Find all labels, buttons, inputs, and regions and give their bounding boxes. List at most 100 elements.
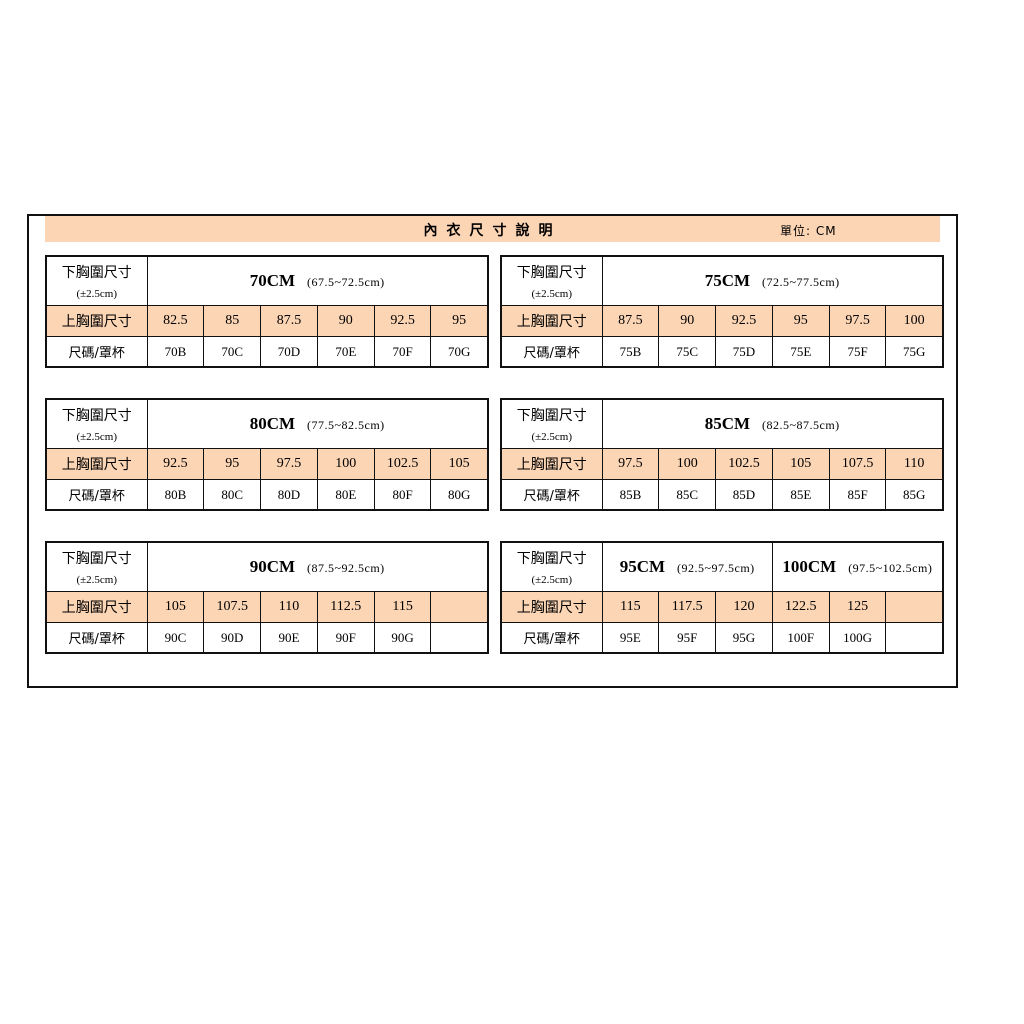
size-cup-cell: 80G	[430, 479, 489, 511]
header-band: 內衣尺寸說明 單位: CM	[45, 216, 940, 242]
size-cup-cell: 95F	[658, 622, 717, 654]
size-table: 下胸圍尺寸 (±2.5cm) 95CM (92.5~97.5cm) 100CM (97.5…	[500, 541, 944, 654]
underbust-label: 下胸圍尺寸 (±2.5cm)	[45, 398, 148, 449]
overbust-label: 上胸圍尺寸	[45, 591, 148, 623]
overbust-cell: 122.5	[771, 591, 830, 623]
overbust-cell: 102.5	[715, 448, 773, 480]
band-size-cell: 70CM (67.5~72.5cm)	[146, 255, 489, 306]
overbust-cell: 85	[203, 305, 262, 337]
overbust-cell: 120	[715, 591, 773, 623]
overbust-cell: 92.5	[146, 448, 205, 480]
overbust-cell: 82.5	[146, 305, 205, 337]
overbust-cell: 92.5	[373, 305, 432, 337]
band-size-cell: 85CM (82.5~87.5cm)	[601, 398, 944, 449]
overbust-cell: 87.5	[260, 305, 318, 337]
size-cup-cell: 100G	[828, 622, 887, 654]
size-table: 下胸圍尺寸 (±2.5cm) 80CM (77.5~82.5cm) 上胸圍尺寸 92.5 9…	[45, 398, 489, 511]
overbust-cell: 90	[658, 305, 717, 337]
size-cup-cell: 90E	[260, 622, 318, 654]
overbust-cell: 107.5	[828, 448, 887, 480]
overbust-label: 上胸圍尺寸	[45, 305, 148, 337]
size-cup-cell: 90F	[316, 622, 375, 654]
size-cup-cell: 85B	[601, 479, 660, 511]
size-table: 下胸圍尺寸 (±2.5cm) 90CM (87.5~92.5cm) 上胸圍尺寸 105 10…	[45, 541, 489, 654]
overbust-cell: 95	[430, 305, 489, 337]
overbust-cell: 90	[316, 305, 375, 337]
size-cup-cell: 95E	[601, 622, 660, 654]
overbust-cell: 95	[771, 305, 830, 337]
band-size-cell: 80CM (77.5~82.5cm)	[146, 398, 489, 449]
overbust-cell: 105	[146, 591, 205, 623]
underbust-label: 下胸圍尺寸 (±2.5cm)	[500, 541, 603, 592]
size-table: 下胸圍尺寸 (±2.5cm) 75CM (72.5~77.5cm) 上胸圍尺寸 87.5 9…	[500, 255, 944, 368]
overbust-label: 上胸圍尺寸	[500, 591, 603, 623]
overbust-cell: 110	[260, 591, 318, 623]
size-cup-cell: 70F	[373, 336, 432, 368]
size-cup-cell: 85E	[771, 479, 830, 511]
band-size-cell: 100CM (97.5~102.5cm)	[771, 541, 944, 592]
size-cup-label: 尺碼/罩杯	[45, 622, 148, 654]
size-cup-cell	[885, 622, 944, 654]
size-cup-cell: 85F	[828, 479, 887, 511]
overbust-cell: 95	[203, 448, 262, 480]
size-table: 下胸圍尺寸 (±2.5cm) 85CM (82.5~87.5cm) 上胸圍尺寸 97.5 1…	[500, 398, 944, 511]
size-cup-cell: 75B	[601, 336, 660, 368]
size-cup-cell: 80D	[260, 479, 318, 511]
size-cup-label: 尺碼/罩杯	[45, 336, 148, 368]
band-size-cell: 90CM (87.5~92.5cm)	[146, 541, 489, 592]
size-cup-cell: 90G	[373, 622, 432, 654]
size-table: 下胸圍尺寸 (±2.5cm) 70CM (67.5~72.5cm) 上胸圍尺寸 82.5 8…	[45, 255, 489, 368]
overbust-cell: 115	[601, 591, 660, 623]
overbust-cell: 97.5	[260, 448, 318, 480]
overbust-cell: 87.5	[601, 305, 660, 337]
band-size-cell: 95CM (92.5~97.5cm)	[601, 541, 773, 592]
overbust-cell: 115	[373, 591, 432, 623]
overbust-label: 上胸圍尺寸	[45, 448, 148, 480]
chart-title: 內衣尺寸說明	[423, 223, 562, 239]
size-cup-cell: 85C	[658, 479, 717, 511]
size-cup-cell: 95G	[715, 622, 773, 654]
overbust-cell: 97.5	[828, 305, 887, 337]
size-cup-label: 尺碼/罩杯	[500, 479, 603, 511]
band-size-cell: 75CM (72.5~77.5cm)	[601, 255, 944, 306]
underbust-label: 下胸圍尺寸 (±2.5cm)	[45, 541, 148, 592]
size-cup-cell: 90C	[146, 622, 205, 654]
overbust-cell: 102.5	[373, 448, 432, 480]
size-cup-cell: 70C	[203, 336, 262, 368]
underbust-label: 下胸圍尺寸 (±2.5cm)	[500, 255, 603, 306]
overbust-cell: 110	[885, 448, 944, 480]
overbust-cell: 105	[430, 448, 489, 480]
overbust-cell: 100	[885, 305, 944, 337]
size-cup-cell: 85G	[885, 479, 944, 511]
overbust-label: 上胸圍尺寸	[500, 305, 603, 337]
size-cup-label: 尺碼/罩杯	[500, 622, 603, 654]
overbust-cell: 105	[771, 448, 830, 480]
size-chart-frame	[27, 214, 958, 688]
size-cup-cell: 75C	[658, 336, 717, 368]
size-cup-label: 尺碼/罩杯	[500, 336, 603, 368]
overbust-cell: 107.5	[203, 591, 262, 623]
overbust-cell: 92.5	[715, 305, 773, 337]
overbust-cell: 112.5	[316, 591, 375, 623]
size-cup-cell: 70G	[430, 336, 489, 368]
size-cup-cell: 80B	[146, 479, 205, 511]
unit-label: 單位: CM	[780, 224, 837, 238]
size-cup-cell: 85D	[715, 479, 773, 511]
size-cup-cell: 75G	[885, 336, 944, 368]
size-cup-cell: 90D	[203, 622, 262, 654]
size-cup-cell: 70E	[316, 336, 375, 368]
size-cup-cell: 70B	[146, 336, 205, 368]
overbust-cell: 97.5	[601, 448, 660, 480]
overbust-cell: 125	[828, 591, 887, 623]
size-cup-cell	[430, 622, 489, 654]
overbust-cell: 100	[316, 448, 375, 480]
overbust-label: 上胸圍尺寸	[500, 448, 603, 480]
overbust-cell: 117.5	[658, 591, 717, 623]
overbust-cell	[430, 591, 489, 623]
overbust-cell	[885, 591, 944, 623]
size-cup-label: 尺碼/罩杯	[45, 479, 148, 511]
size-cup-cell: 80C	[203, 479, 262, 511]
underbust-label: 下胸圍尺寸 (±2.5cm)	[45, 255, 148, 306]
size-cup-cell: 75F	[828, 336, 887, 368]
size-cup-cell: 100F	[771, 622, 830, 654]
